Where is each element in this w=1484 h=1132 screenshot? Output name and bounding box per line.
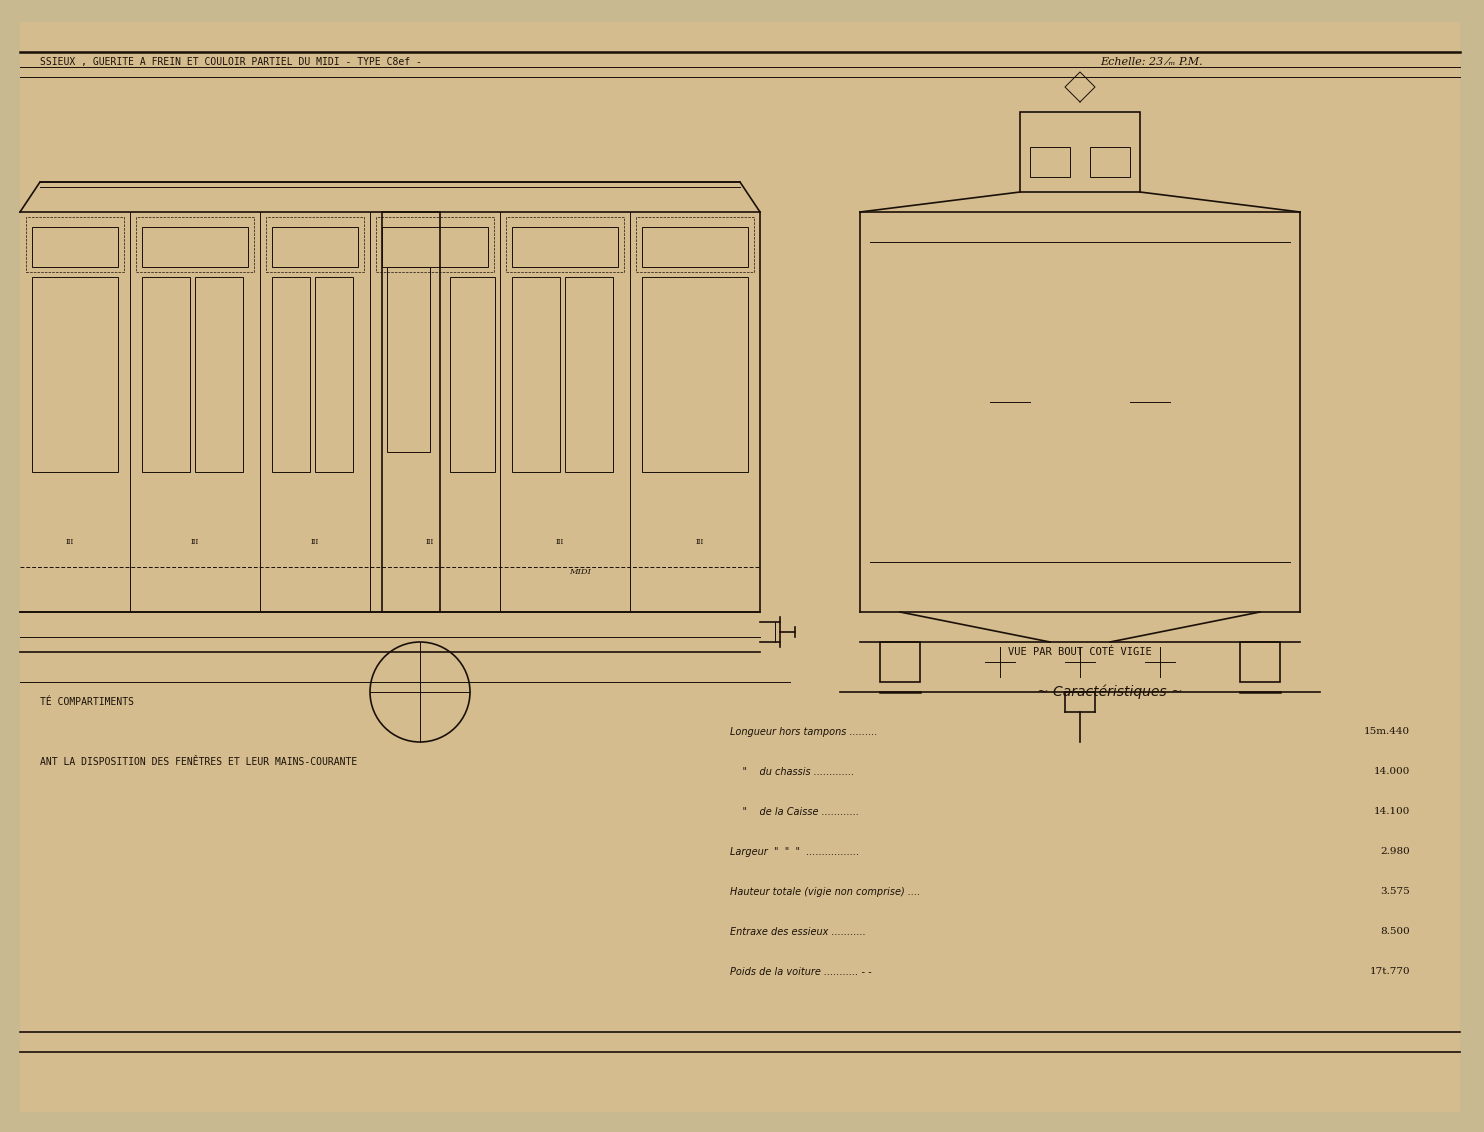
Text: 2.980: 2.980 [1380,848,1410,857]
Text: 14.100: 14.100 [1374,807,1410,816]
Bar [33,277,119,472]
Text: Longueur hors tampons .........: Longueur hors tampons ......... [730,727,877,737]
Text: 8.500: 8.500 [1380,927,1410,936]
Bar [381,212,441,612]
Text: MIDI: MIDI [568,568,591,576]
Bar [1091,147,1129,177]
Bar [637,217,754,272]
Bar [565,277,613,472]
Text: III: III [191,538,199,546]
Bar [643,277,748,472]
Text: III: III [310,538,319,546]
Text: TÉ COMPARTIMENTS: TÉ COMPARTIMENTS [40,697,134,708]
Bar [381,228,488,267]
Bar [512,277,559,472]
Bar [643,228,748,267]
Bar [272,277,310,472]
Text: Largeur  "  "  "  .................: Largeur " " " ................. [730,847,859,857]
Bar [194,277,243,472]
Text: Entraxe des essieux ...........: Entraxe des essieux ........... [730,927,865,937]
Text: ~ Caractéristiques ~: ~ Caractéristiques ~ [1037,685,1183,700]
Text: "    de la Caisse ............: " de la Caisse ............ [730,807,859,817]
Bar [266,217,364,272]
Text: "    du chassis .............: " du chassis ............. [730,767,855,777]
Text: Hauteur totale (vigie non comprise) ....: Hauteur totale (vigie non comprise) .... [730,887,920,897]
Bar [375,217,494,272]
Bar [451,277,496,472]
Bar [1030,147,1070,177]
Text: 3.575: 3.575 [1380,887,1410,897]
Text: Poids de la voiture ........... - -: Poids de la voiture ........... - - [730,967,871,977]
Text: III: III [696,538,703,546]
Text: 15m.440: 15m.440 [1364,728,1410,737]
Text: III: III [556,538,564,546]
Bar [315,277,353,472]
Text: Echelle: 23 ⁄ₘ P.M.: Echelle: 23 ⁄ₘ P.M. [1100,57,1202,67]
Text: SSIEUX , GUERITE A FREIN ET COULOIR PARTIEL DU MIDI - TYPE C8ef -: SSIEUX , GUERITE A FREIN ET COULOIR PART… [40,57,421,67]
Text: ANT LA DISPOSITION DES FENÊTRES ET LEUR MAINS-COURANTE: ANT LA DISPOSITION DES FENÊTRES ET LEUR … [40,757,358,767]
Bar [142,228,248,267]
Text: III: III [65,538,74,546]
Bar [512,228,617,267]
Bar [387,267,430,452]
Bar [1241,642,1281,681]
Text: III: III [426,538,435,546]
Bar [142,277,190,472]
Bar [33,228,119,267]
Bar [137,217,254,272]
Text: 17t.770: 17t.770 [1370,968,1410,977]
Bar [27,217,125,272]
Bar [506,217,623,272]
Text: 14.000: 14.000 [1374,767,1410,777]
Bar [1020,112,1140,192]
Bar [880,642,920,681]
Bar [272,228,358,267]
Text: VUE PAR BOUT COTÉ VIGIE: VUE PAR BOUT COTÉ VIGIE [1008,648,1152,657]
